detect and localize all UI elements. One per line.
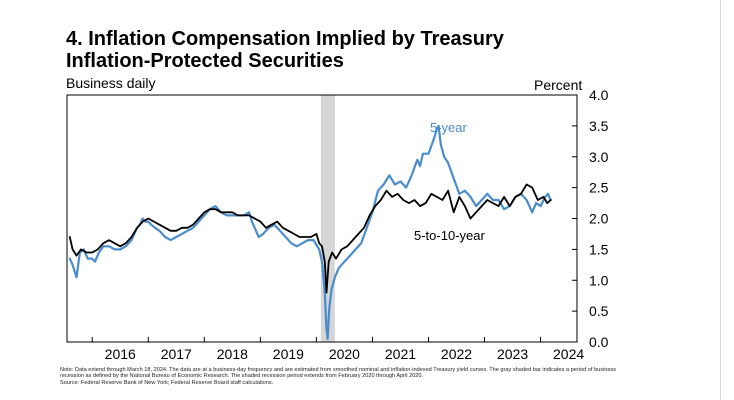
y-tick-label: 1.0: [589, 272, 609, 288]
x-tick-label: 2023: [497, 346, 528, 362]
x-tick-label: 2024: [553, 346, 584, 362]
y-axis: 0.0 0.5 1.0 1.5 2.0 2.5 3.0 3.5 4.0: [572, 87, 609, 350]
y-tick-label: 3.5: [589, 118, 609, 134]
series-line-five-to-ten-year: [68, 183, 552, 294]
y-tick-label: 4.0: [589, 87, 609, 103]
y-tick-label: 0.5: [589, 303, 609, 319]
series-layer: [68, 124, 552, 340]
x-tick-label: 2020: [329, 346, 360, 362]
x-tick-label: 2018: [217, 346, 248, 362]
y-axis-unit-label: Percent: [534, 77, 583, 93]
series-labels: 5-year 5-to-10-year: [414, 120, 485, 243]
x-tick-label: 2019: [273, 346, 304, 362]
page-edge-divider: [720, 0, 721, 400]
note-text: Note: Data extend through March 18, 2024…: [60, 367, 617, 380]
y-tick-label: 0.0: [589, 334, 609, 350]
x-tick-label: 2017: [161, 346, 192, 362]
x-tick-label: 2016: [105, 346, 136, 362]
chart-subtitle: Business daily: [66, 75, 156, 91]
chart-notes: Note: Data extend through March 18, 2024…: [60, 367, 620, 386]
x-tick-label: 2021: [385, 346, 416, 362]
y-tick-label: 2.5: [589, 180, 609, 196]
source-text: Source: Federal Reserve Bank of New York…: [60, 379, 274, 386]
series-line-five-year: [68, 124, 552, 340]
recession-layer: [320, 95, 335, 342]
series-label-five-to-ten-year: 5-to-10-year: [414, 228, 485, 243]
series-label-five-year: 5-year: [430, 120, 468, 135]
y-tick-label: 1.5: [589, 241, 609, 257]
y-tick-label: 3.0: [589, 149, 609, 165]
x-tick-label: 2022: [441, 346, 472, 362]
recession-bar: [320, 95, 335, 342]
y-tick-label: 2.0: [589, 211, 609, 227]
chart-title: 4. Inflation Compensation Implied by Tre…: [66, 28, 504, 72]
x-axis: 2016 2017 2018 2019 2020 2021 2022 2023 2024: [91, 337, 584, 362]
